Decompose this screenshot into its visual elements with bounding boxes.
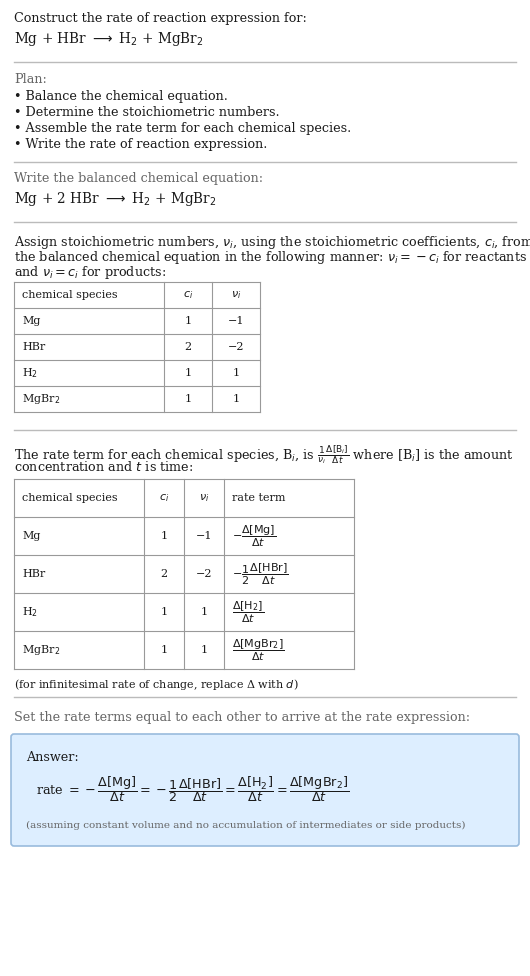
Text: Mg: Mg: [22, 531, 40, 541]
Text: 1: 1: [184, 316, 191, 326]
Text: and $\nu_i = c_i$ for products:: and $\nu_i = c_i$ for products:: [14, 264, 166, 281]
Text: $\dfrac{\Delta[\mathrm{H_2}]}{\Delta t}$: $\dfrac{\Delta[\mathrm{H_2}]}{\Delta t}$: [232, 599, 264, 625]
Text: The rate term for each chemical species, B$_i$, is $\frac{1}{\nu_i}\frac{\Delta[: The rate term for each chemical species,…: [14, 443, 514, 466]
Text: 2: 2: [184, 342, 191, 352]
Text: Assign stoichiometric numbers, $\nu_i$, using the stoichiometric coefficients, $: Assign stoichiometric numbers, $\nu_i$, …: [14, 234, 530, 251]
Text: (assuming constant volume and no accumulation of intermediates or side products): (assuming constant volume and no accumul…: [26, 821, 465, 831]
Text: Construct the rate of reaction expression for:: Construct the rate of reaction expressio…: [14, 12, 307, 25]
Text: 1: 1: [161, 607, 167, 617]
Text: • Determine the stoichiometric numbers.: • Determine the stoichiometric numbers.: [14, 106, 280, 119]
Text: 1: 1: [184, 394, 191, 404]
Text: $-\dfrac{1}{2}\dfrac{\Delta[\mathrm{HBr}]}{\Delta t}$: $-\dfrac{1}{2}\dfrac{\Delta[\mathrm{HBr}…: [232, 561, 289, 587]
Text: Mg + 2 HBr $\longrightarrow$ H$_2$ + MgBr$_2$: Mg + 2 HBr $\longrightarrow$ H$_2$ + MgB…: [14, 190, 217, 208]
Text: $\nu_i$: $\nu_i$: [231, 289, 241, 301]
Text: 1: 1: [233, 368, 240, 378]
Text: • Write the rate of reaction expression.: • Write the rate of reaction expression.: [14, 138, 267, 151]
Text: Mg + HBr $\longrightarrow$ H$_2$ + MgBr$_2$: Mg + HBr $\longrightarrow$ H$_2$ + MgBr$…: [14, 30, 204, 48]
Text: rate $= -\dfrac{\Delta[\mathrm{Mg}]}{\Delta t} = -\dfrac{1}{2}\dfrac{\Delta[\mat: rate $= -\dfrac{\Delta[\mathrm{Mg}]}{\De…: [36, 774, 349, 804]
Text: 1: 1: [184, 368, 191, 378]
Text: MgBr$_2$: MgBr$_2$: [22, 392, 60, 406]
Text: rate term: rate term: [232, 493, 286, 503]
Text: HBr: HBr: [22, 569, 45, 579]
Text: the balanced chemical equation in the following manner: $\nu_i = -c_i$ for react: the balanced chemical equation in the fo…: [14, 249, 527, 266]
Text: H$_2$: H$_2$: [22, 605, 38, 619]
Text: −1: −1: [196, 531, 212, 541]
Text: 1: 1: [200, 645, 208, 655]
Text: 1: 1: [233, 394, 240, 404]
Text: concentration and $t$ is time:: concentration and $t$ is time:: [14, 460, 193, 474]
Text: 1: 1: [200, 607, 208, 617]
Text: chemical species: chemical species: [22, 493, 118, 503]
Text: Write the balanced chemical equation:: Write the balanced chemical equation:: [14, 172, 263, 185]
Text: 1: 1: [161, 531, 167, 541]
FancyBboxPatch shape: [11, 734, 519, 846]
Text: $c_i$: $c_i$: [183, 289, 193, 301]
Text: $\nu_i$: $\nu_i$: [199, 492, 209, 504]
Text: Answer:: Answer:: [26, 751, 79, 764]
Text: Plan:: Plan:: [14, 73, 47, 86]
Text: −1: −1: [228, 316, 244, 326]
Text: $c_i$: $c_i$: [159, 492, 169, 504]
Text: • Balance the chemical equation.: • Balance the chemical equation.: [14, 90, 228, 103]
Text: MgBr$_2$: MgBr$_2$: [22, 643, 60, 657]
Text: Mg: Mg: [22, 316, 40, 326]
Text: −2: −2: [196, 569, 212, 579]
Text: Set the rate terms equal to each other to arrive at the rate expression:: Set the rate terms equal to each other t…: [14, 711, 470, 724]
Text: chemical species: chemical species: [22, 290, 118, 300]
Text: H$_2$: H$_2$: [22, 366, 38, 380]
Text: $-\dfrac{\Delta[\mathrm{Mg}]}{\Delta t}$: $-\dfrac{\Delta[\mathrm{Mg}]}{\Delta t}$: [232, 523, 276, 549]
Text: $\dfrac{\Delta[\mathrm{MgBr_2}]}{\Delta t}$: $\dfrac{\Delta[\mathrm{MgBr_2}]}{\Delta …: [232, 637, 285, 663]
Text: HBr: HBr: [22, 342, 45, 352]
Text: (for infinitesimal rate of change, replace Δ with $d$): (for infinitesimal rate of change, repla…: [14, 677, 298, 692]
Text: 2: 2: [161, 569, 167, 579]
Text: −2: −2: [228, 342, 244, 352]
Text: • Assemble the rate term for each chemical species.: • Assemble the rate term for each chemic…: [14, 122, 351, 135]
Text: 1: 1: [161, 645, 167, 655]
